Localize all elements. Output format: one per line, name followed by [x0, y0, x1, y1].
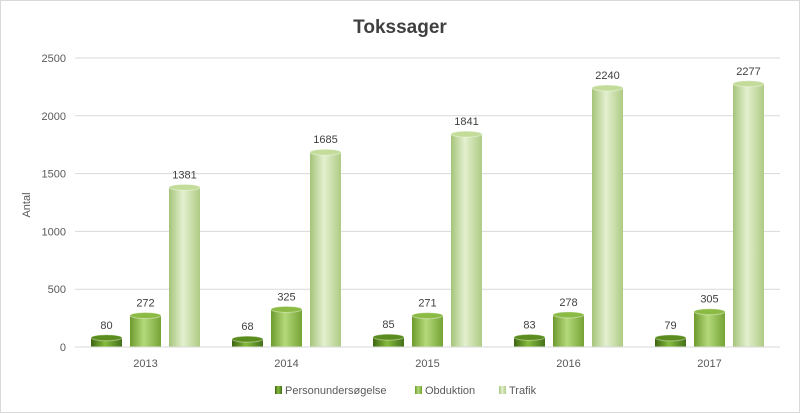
x-tick-label: 2014 [274, 358, 298, 370]
legend-swatch [499, 386, 506, 394]
bar-cap [411, 312, 444, 320]
legend-swatch [275, 386, 282, 394]
data-label: 79 [664, 320, 676, 332]
bar-body [514, 337, 545, 347]
legend-swatch [415, 386, 422, 394]
legend-label: Trafik [509, 385, 537, 397]
bar-cap [270, 305, 303, 313]
data-label: 80 [100, 320, 112, 332]
y-tick-label: 500 [48, 284, 66, 296]
data-label: 2240 [595, 70, 619, 82]
bar-body [592, 88, 623, 347]
bar-cap [309, 148, 342, 156]
x-tick-label: 2017 [697, 358, 721, 370]
bar-cap [513, 333, 546, 341]
bar-cap [732, 80, 765, 88]
bar [513, 333, 546, 347]
y-tick-label: 1000 [42, 226, 66, 238]
bar [411, 312, 444, 347]
data-label: 278 [559, 297, 577, 309]
legend-label: Personundersøgelse [285, 385, 387, 397]
bar-cap [129, 312, 162, 320]
y-tick-label: 1500 [42, 169, 66, 181]
chart-title: Tokssager [353, 17, 447, 38]
data-label: 68 [241, 321, 253, 333]
bar [129, 312, 162, 347]
bar [231, 335, 264, 347]
bar-series [90, 80, 765, 347]
data-label: 1381 [172, 169, 196, 181]
bar-body [412, 315, 443, 347]
y-axis-label: Antal [21, 192, 33, 217]
bar [90, 334, 123, 347]
bar [591, 84, 624, 347]
y-tick-label: 0 [60, 342, 66, 354]
data-label: 305 [700, 294, 718, 306]
y-tick-label: 2500 [42, 53, 66, 65]
bar-body [91, 337, 122, 347]
bar [270, 305, 303, 347]
bar-body [553, 314, 584, 347]
bar-body [694, 311, 725, 347]
data-label: 85 [382, 319, 394, 331]
bar [309, 148, 342, 347]
bar-cap [693, 308, 726, 316]
bar-cap [231, 335, 264, 343]
x-axis-ticks: 2013 2014 2015 2016 2017 [133, 358, 721, 370]
bar [654, 334, 687, 347]
data-label: 271 [418, 298, 436, 310]
bar-body [373, 337, 404, 347]
data-label: 272 [136, 298, 154, 310]
bar-body [733, 83, 764, 347]
bar-body [169, 187, 200, 347]
data-labels: 80 272 1381 68 325 1685 85 271 1841 83 278 2240 79 30… [100, 66, 760, 333]
data-label: 325 [277, 291, 295, 303]
bar [168, 183, 201, 347]
data-label: 2277 [736, 66, 760, 78]
bar [732, 80, 765, 347]
y-axis-ticks: 0 500 1000 1500 2000 2500 [42, 53, 66, 354]
bar-body [310, 152, 341, 347]
bar-cap [552, 311, 585, 319]
bar-cap [372, 333, 405, 341]
legend-item: Personundersøgelse [275, 385, 387, 397]
legend: Personundersøgelse Obduktion Trafik [275, 385, 537, 397]
bar-body [655, 337, 686, 347]
bar-cap [90, 334, 123, 342]
legend-item: Trafik [499, 385, 537, 397]
x-tick-label: 2013 [133, 358, 157, 370]
bar [552, 311, 585, 347]
data-label: 1685 [313, 134, 337, 146]
legend-item: Obduktion [415, 385, 475, 397]
bar [450, 130, 483, 347]
bar-cap [591, 84, 624, 92]
bar-cap [450, 130, 483, 138]
bar [693, 308, 726, 347]
legend-label: Obduktion [425, 385, 475, 397]
bar-body [130, 315, 161, 347]
x-tick-label: 2015 [415, 358, 439, 370]
data-label: 83 [523, 319, 535, 331]
bar-body [271, 309, 302, 347]
bar [372, 333, 405, 347]
x-tick-label: 2016 [556, 358, 580, 370]
bar-body [232, 339, 263, 347]
bar-cap [654, 334, 687, 342]
bar-body [451, 134, 482, 347]
y-tick-label: 2000 [42, 111, 66, 123]
data-label: 1841 [454, 116, 478, 128]
bar-cap [168, 183, 201, 191]
